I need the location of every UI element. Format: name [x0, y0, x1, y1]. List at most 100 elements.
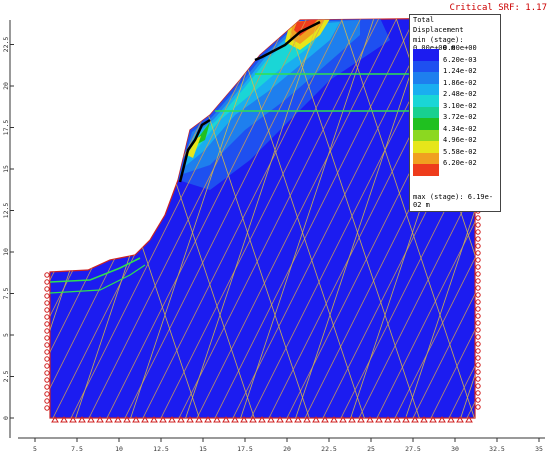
roller-support: [475, 250, 481, 256]
pin-support: [276, 416, 284, 423]
joint-line: [411, 18, 475, 418]
pin-support: [456, 416, 464, 423]
roller-support: [44, 384, 50, 390]
roller-support: [44, 405, 50, 411]
roller-support: [44, 370, 50, 376]
joint-line-cross: [224, 18, 366, 418]
joint-line-cross: [184, 18, 326, 418]
legend-swatch: [413, 118, 439, 130]
x-tick-label: 35: [535, 445, 543, 453]
roller-support: [475, 383, 481, 389]
roller-support: [475, 236, 481, 242]
legend-swatch: [413, 83, 439, 95]
legend-level-label: 6.20e-02: [443, 159, 477, 167]
legend-level-label: 1.24e-02: [443, 67, 477, 75]
pin-support: [411, 416, 419, 423]
pin-support: [186, 416, 194, 423]
pin-support: [339, 416, 347, 423]
roller-support: [44, 321, 50, 327]
joint-line: [375, 18, 475, 418]
legend-swatch: [413, 95, 439, 107]
pin-support: [402, 416, 410, 423]
pin-support: [285, 416, 293, 423]
pin-support: [312, 416, 320, 423]
y-tick-label: 22.5: [2, 37, 10, 53]
roller-support: [44, 398, 50, 404]
pin-support: [204, 416, 212, 423]
legend-swatches: [413, 49, 439, 176]
roller-support: [44, 377, 50, 383]
pin-support: [384, 416, 392, 423]
joint-line: [159, 18, 371, 418]
legend-level-label: 4.34e-02: [443, 124, 477, 133]
legend-swatch: [413, 106, 439, 118]
pin-support: [87, 416, 95, 423]
y-tick-label: 10: [2, 248, 10, 256]
pin-support: [258, 416, 266, 423]
roller-support: [44, 286, 50, 292]
roller-support: [475, 397, 481, 403]
roller-support: [475, 215, 481, 221]
legend-level-label: 4.96e-02: [443, 136, 477, 144]
legend-swatch: [413, 49, 439, 61]
y-tick-label: 5: [2, 333, 10, 337]
pin-support: [438, 416, 446, 423]
y-tick-label: 0: [2, 416, 10, 420]
roller-support: [475, 229, 481, 235]
joint-line: [502, 0, 550, 420]
pin-support: [321, 416, 329, 423]
legend-level-label: 6.20e-03: [443, 55, 477, 64]
roller-support: [475, 222, 481, 228]
roller-support: [475, 299, 481, 305]
pin-support: [177, 416, 185, 423]
pin-support: [195, 416, 203, 423]
pin-support: [429, 416, 437, 423]
pin-support: [357, 416, 365, 423]
roller-support: [475, 390, 481, 396]
x-tick-label: 5: [33, 445, 37, 453]
legend-swatch: [413, 152, 439, 164]
legend-swatch: [413, 141, 439, 153]
roller-support: [475, 264, 481, 270]
boundary-lower: [50, 257, 141, 283]
pin-support: [330, 416, 338, 423]
pin-support: [348, 416, 356, 423]
pin-support: [267, 416, 275, 423]
roller-support: [44, 349, 50, 355]
roller-support: [475, 355, 481, 361]
legend-level-label: 0.00e+00: [443, 44, 477, 52]
failure-zone-face: [178, 118, 211, 183]
roller-support: [44, 293, 50, 299]
roller-support: [475, 278, 481, 284]
legend-title-1: Total: [413, 16, 435, 24]
x-tick-label: 20: [283, 445, 291, 453]
pin-support: [150, 416, 158, 423]
joint-line: [231, 18, 443, 418]
legend-level-label: 1.86e-02: [443, 78, 477, 87]
joint-line: [123, 18, 335, 418]
x-tick-label: 17.5: [237, 445, 253, 453]
y-axis: 0 2.5 5 7.5 10 12.5 15 17.5 20 22.5: [2, 20, 14, 438]
joint-line: [177, 18, 389, 418]
x-tick-label: 15: [199, 445, 207, 453]
roller-support: [475, 404, 481, 410]
legend-title-2: Displacement: [413, 26, 464, 34]
roller-support: [44, 363, 50, 369]
pin-support: [141, 416, 149, 423]
pin-support: [240, 416, 248, 423]
x-tick-label: 25: [367, 445, 375, 453]
joint-line: [213, 18, 425, 418]
displacement-legend[interactable]: Total Displacement min (stage): 0.00e+00…: [409, 14, 501, 212]
y-tick-label: 15: [2, 165, 10, 173]
y-tick-label: 12.5: [2, 203, 10, 219]
roller-support: [475, 341, 481, 347]
pin-support: [168, 416, 176, 423]
pin-support: [375, 416, 383, 423]
roller-support: [475, 327, 481, 333]
y-tick-label: 2.5: [2, 371, 10, 383]
legend-swatch: [413, 72, 439, 84]
pin-support: [69, 416, 77, 423]
joint-line: [429, 18, 475, 418]
roller-support: [475, 285, 481, 291]
